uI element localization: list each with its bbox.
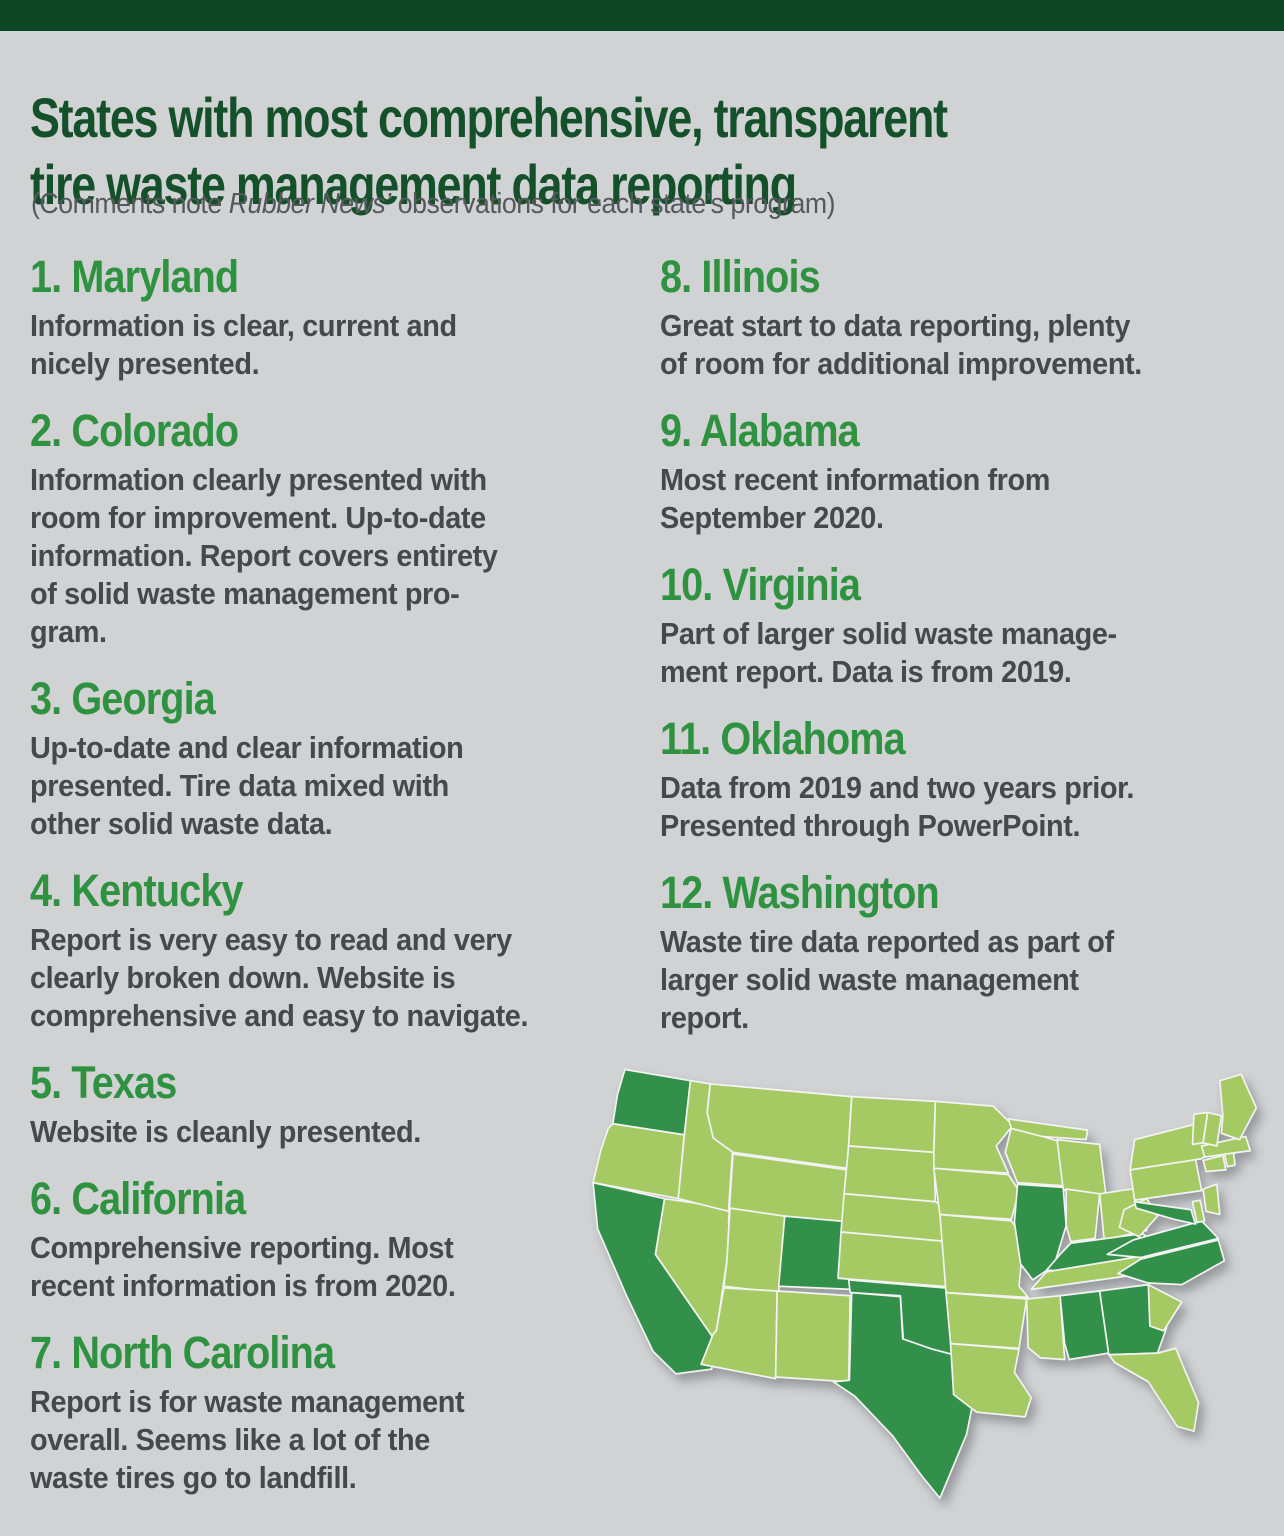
state-item-north-carolina: 7. North Carolina Report is for waste ma… (30, 1329, 640, 1497)
state-louisiana (949, 1342, 1033, 1418)
state-comment: Information is clear, current and nicely… (30, 308, 457, 381)
state-comment: Report is very easy to read and very cle… (30, 922, 529, 1033)
state-minnesota (933, 1100, 1014, 1174)
us-map-container (552, 1052, 1267, 1530)
state-comment: Comprehensive reporting. Most recent inf… (30, 1230, 456, 1303)
state-arkansas (945, 1291, 1028, 1350)
list-column-left: 1. Maryland Information is clear, curren… (30, 253, 640, 1521)
state-new-hampshire (1202, 1111, 1223, 1147)
state-illinois (1013, 1183, 1068, 1281)
state-rank-name: 11. Oklahoma (660, 713, 906, 764)
state-rank-name: 9. Alabama (660, 405, 860, 456)
state-connecticut (1202, 1154, 1227, 1173)
state-comment: Website is cleanly presented. (30, 1114, 421, 1149)
state-item-illinois: 8. Illinois Great start to data reportin… (660, 253, 1270, 383)
state-item-georgia: 3. Georgia Up-to-date and clear informat… (30, 675, 640, 843)
top-bar (0, 0, 1284, 31)
state-comment: Waste tire data reported as part of larg… (660, 924, 1114, 1035)
state-delaware (1191, 1199, 1206, 1224)
state-rank-name: 6. California (30, 1173, 246, 1224)
state-comment: Up-to-date and clear information present… (30, 730, 464, 841)
subtitle-prefix: (Comments note (31, 188, 229, 220)
state-rank-name: 1. Maryland (30, 251, 239, 302)
state-rank-name: 12. Washington (660, 867, 940, 918)
state-alabama (1059, 1290, 1110, 1361)
state-virginia (1106, 1220, 1220, 1259)
state-indiana (1065, 1188, 1101, 1243)
state-item-kentucky: 4. Kentucky Report is very easy to read … (30, 867, 640, 1035)
state-maine (1219, 1073, 1258, 1141)
state-item-colorado: 2. Colorado Information clearly presente… (30, 407, 640, 651)
state-item-washington: 12. Washington Waste tire data reported … (660, 869, 1270, 1037)
state-rank-name: 5. Texas (30, 1057, 177, 1108)
state-comment: Great start to data reporting, plenty of… (660, 308, 1142, 381)
state-wisconsin (1004, 1126, 1066, 1187)
us-map (592, 1068, 1258, 1500)
state-item-alabama: 9. Alabama Most recent information from … (660, 407, 1270, 537)
state-mississippi (1025, 1294, 1066, 1361)
state-rank-name: 4. Kentucky (30, 865, 243, 916)
state-rank-name: 3. Georgia (30, 673, 216, 724)
state-new-mexico (774, 1290, 852, 1383)
state-comment: Data from 2019 and two years prior. Pres… (660, 770, 1135, 843)
subtitle-source-name: Rubber News’ (228, 188, 392, 220)
state-comment: Information clearly presented with room … (30, 462, 498, 649)
state-comment: Most recent information from September 2… (660, 462, 1051, 535)
subtitle-suffix: observations for each state’s program) (390, 188, 836, 220)
state-comment: Part of larger solid waste manage- ment … (660, 616, 1117, 689)
state-rank-name: 7. North Carolina (30, 1327, 335, 1378)
state-item-oklahoma: 11. Oklahoma Data from 2019 and two year… (660, 715, 1270, 845)
state-missouri (939, 1213, 1029, 1299)
state-rank-name: 2. Colorado (30, 405, 239, 456)
state-north-dakota (847, 1095, 937, 1154)
state-utah (723, 1207, 786, 1294)
state-south-dakota (843, 1145, 937, 1203)
state-item-virginia: 10. Virginia Part of larger solid waste … (660, 561, 1270, 691)
state-north-carolina (1117, 1239, 1226, 1286)
list-column-right: 8. Illinois Great start to data reportin… (660, 253, 1270, 1061)
state-item-texas: 5. Texas Website is cleanly presented. (30, 1059, 640, 1151)
us-map-states (592, 1068, 1258, 1500)
state-florida (1107, 1347, 1200, 1433)
state-item-maryland: 1. Maryland Information is clear, curren… (30, 253, 640, 383)
state-south-carolina (1147, 1283, 1183, 1332)
state-maryland (1133, 1200, 1197, 1225)
state-rank-name: 8. Illinois (660, 251, 821, 302)
page-subtitle: (Comments note Rubber News’ observations… (31, 188, 1227, 221)
state-new-jersey (1202, 1183, 1221, 1216)
state-rank-name: 10. Virginia (660, 559, 861, 610)
state-comment: Report is for waste management overall. … (30, 1384, 465, 1495)
page-title: States with most comprehensive, transpar… (30, 85, 948, 216)
state-item-california: 6. California Comprehensive reporting. M… (30, 1175, 640, 1305)
state-texas (832, 1291, 978, 1500)
state-iowa (933, 1167, 1020, 1221)
